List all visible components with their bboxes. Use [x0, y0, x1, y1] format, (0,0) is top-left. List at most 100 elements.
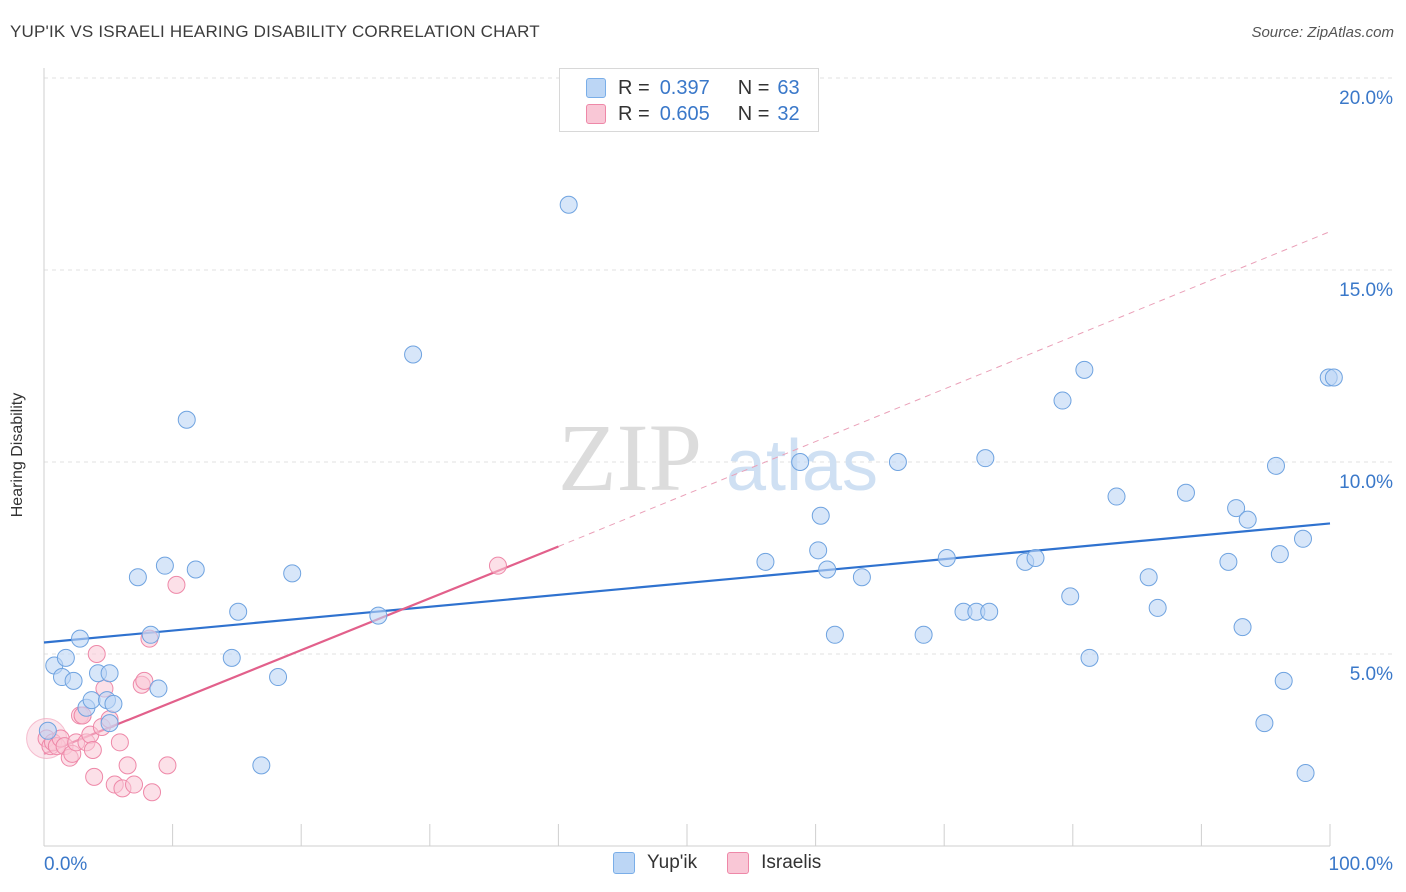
y-tick-label: 20.0% [1339, 88, 1393, 109]
point-yupik [937, 549, 956, 567]
point-yupik [229, 602, 248, 621]
data-points [26, 195, 1343, 802]
y-tick-label: 10.0% [1339, 472, 1393, 493]
point-yupik [1053, 391, 1072, 410]
axes [43, 68, 1331, 847]
point-yupik [1026, 549, 1045, 567]
point-yupik [141, 625, 160, 644]
point-yupik [1139, 568, 1158, 587]
point-yupik [1324, 368, 1343, 387]
point-israelis [143, 783, 162, 802]
point-israelis [167, 575, 186, 594]
y-tick-label: 5.0% [1350, 664, 1393, 685]
point-yupik [186, 560, 205, 579]
point-israelis [118, 756, 137, 775]
legend-swatch-israelis [586, 104, 606, 124]
point-yupik [369, 606, 388, 625]
point-yupik [1061, 587, 1080, 606]
point-yupik [1080, 648, 1099, 667]
point-yupik [1219, 552, 1238, 571]
point-israelis [83, 741, 102, 759]
point-yupik [100, 664, 119, 683]
point-yupik [1227, 499, 1246, 518]
watermark-zip: ZIP [558, 404, 702, 511]
legend-row-yupik: R = 0.397 N = 63 [586, 76, 800, 100]
point-yupik [1266, 456, 1285, 475]
point-israelis [488, 556, 507, 575]
point-yupik [852, 568, 871, 587]
point-yupik [1233, 618, 1252, 637]
point-yupik [1293, 529, 1312, 548]
series-legend-yupik: Yup'ik [613, 852, 697, 874]
point-yupik [222, 648, 241, 667]
legend-n-label: N = [737, 76, 770, 99]
point-yupik [100, 714, 119, 733]
point-yupik [71, 629, 90, 648]
point-yupik [128, 568, 147, 587]
point-israelis [85, 767, 104, 786]
series-legend: Yup'ik Israelis [613, 852, 851, 874]
legend-n-value: 63 [777, 76, 800, 99]
point-yupik [756, 552, 775, 571]
point-israelis [110, 733, 129, 752]
point-yupik [914, 625, 933, 644]
point-yupik [38, 721, 57, 740]
point-yupik [1176, 483, 1195, 502]
gridlines [44, 77, 1395, 655]
point-yupik [64, 671, 83, 690]
point-yupik [791, 453, 810, 471]
point-yupik [1107, 487, 1126, 506]
point-israelis [135, 671, 154, 690]
point-yupik [149, 679, 168, 698]
point-yupik [82, 691, 101, 710]
tick-labels: 5.0% 10.0% 15.0% 20.0% 0.0% 100.0% [44, 88, 1393, 875]
watermark: ZIP atlas [558, 404, 878, 511]
trend-line-yupik [43, 522, 1331, 644]
point-yupik [404, 345, 423, 364]
point-yupik [818, 560, 837, 579]
series-swatch-yupik [613, 852, 635, 874]
point-yupik [1296, 764, 1315, 783]
point-yupik [1274, 671, 1293, 690]
series-label-yupik: Yup'ik [647, 852, 698, 873]
legend-n-value: 32 [777, 102, 800, 125]
point-yupik [559, 195, 578, 214]
y-tick-label: 15.0% [1339, 280, 1393, 301]
legend-r-value: 0.397 [659, 76, 710, 99]
correlation-legend: R = 0.397 N = 63 R = 0.605 N = 32 [559, 68, 819, 132]
point-yupik [56, 648, 75, 667]
point-yupik [811, 506, 830, 525]
legend-r-label: R = [618, 76, 650, 99]
trend-line-israelis [43, 545, 559, 755]
point-yupik [809, 541, 828, 560]
point-yupik [252, 756, 271, 775]
chart-title: YUP'IK VS ISRAELI HEARING DISABILITY COR… [10, 22, 540, 41]
point-yupik [155, 556, 174, 575]
trend-lines [43, 231, 1331, 755]
point-yupik [1238, 510, 1257, 529]
point-israelis [158, 756, 177, 775]
source-label: Source: ZipAtlas.com [1251, 24, 1394, 41]
trend-line-israelis-extension [558, 231, 1331, 547]
x-tick-label: 100.0% [1329, 854, 1394, 875]
legend-row-israelis: R = 0.605 N = 32 [586, 102, 800, 126]
legend-r-label: R = [618, 102, 650, 125]
x-tick-label: 0.0% [44, 854, 87, 875]
legend-r-value: 0.605 [659, 102, 710, 125]
point-yupik [888, 453, 907, 471]
point-yupik [177, 410, 196, 429]
point-yupik [1148, 598, 1167, 617]
series-label-israelis: Israelis [761, 852, 822, 873]
point-yupik [980, 602, 999, 621]
legend-n-label: N = [737, 102, 770, 125]
point-yupik [1270, 545, 1289, 564]
point-yupik [1075, 360, 1094, 379]
series-legend-israelis: Israelis [727, 852, 821, 874]
point-yupik [976, 449, 995, 468]
legend-swatch-yupik [586, 78, 606, 98]
point-yupik [269, 668, 288, 687]
point-israelis [125, 775, 144, 794]
point-yupik [1255, 714, 1274, 733]
point-yupik [104, 694, 123, 713]
